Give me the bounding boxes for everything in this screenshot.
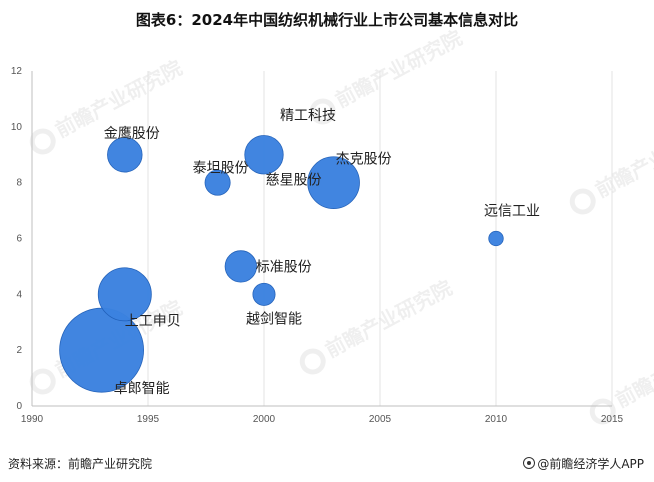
bubble-label: 越剑智能 [246, 311, 302, 327]
y-tick-label: 10 [11, 122, 23, 133]
bubble-label: 杰克股份 [336, 152, 392, 168]
bubble-label: 精工科技 [280, 108, 336, 124]
y-tick-label: 8 [16, 178, 22, 189]
y-tick-label: 6 [16, 234, 22, 245]
chart-title: 图表6：2024年中国纺织机械行业上市公司基本信息对比 [135, 11, 519, 29]
bubble [307, 156, 360, 209]
bubble [107, 137, 143, 173]
bubble [244, 135, 284, 175]
source-note: 资料来源：前瞻产业研究院 [8, 457, 153, 471]
x-tick-label: 1995 [137, 414, 160, 425]
x-tick-label: 2015 [601, 414, 624, 425]
bubble-label: 远信工业 [484, 204, 540, 220]
y-tick-label: 2 [16, 345, 22, 356]
bubble [204, 169, 231, 196]
x-tick-label: 2005 [369, 414, 392, 425]
bubble [252, 282, 276, 306]
y-tick-label: 0 [16, 401, 22, 412]
credit-logo-icon [523, 457, 536, 469]
bubble-label: 卓郎智能 [114, 381, 170, 397]
bubble [97, 267, 152, 322]
bubble-label: 上工申贝 [125, 313, 181, 329]
y-tick-label: 12 [11, 66, 23, 77]
x-tick-label: 2010 [485, 414, 508, 425]
y-tick-label: 4 [16, 289, 22, 300]
bubble [59, 307, 144, 393]
bubble-label: 泰坦股份 [193, 161, 249, 177]
credit-note: @前瞻经济学人APP [523, 455, 644, 472]
x-tick-label: 1990 [21, 414, 44, 425]
bubble-label: 慈星股份 [266, 173, 322, 189]
bubble [488, 230, 504, 247]
x-tick-label: 2000 [253, 414, 276, 425]
bubble-label: 标准股份 [256, 259, 312, 275]
bubble [224, 250, 257, 283]
bubble-label: 金鹰股份 [104, 126, 160, 142]
